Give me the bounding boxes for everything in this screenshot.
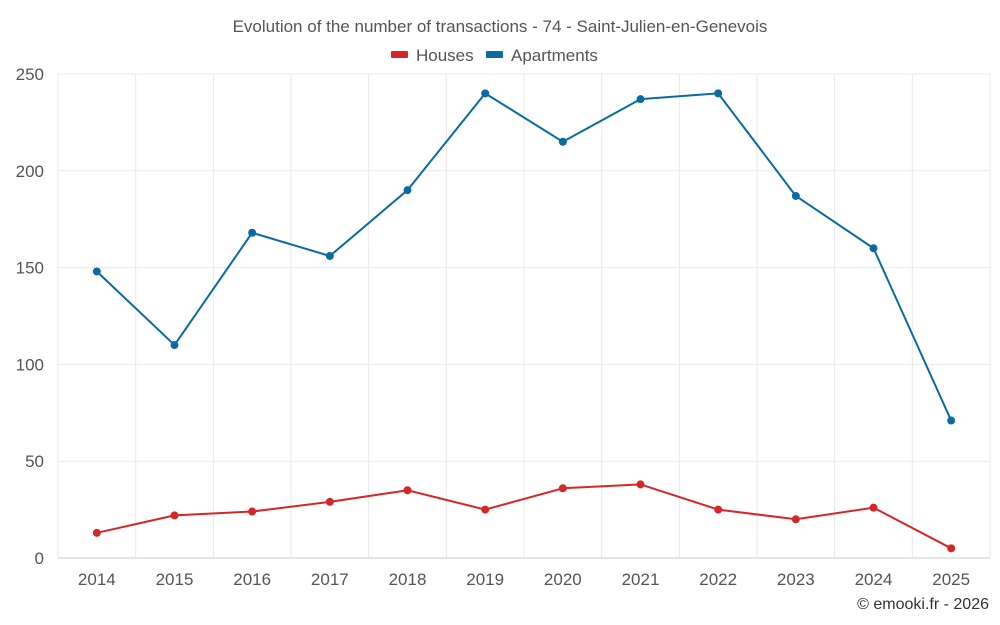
x-tick-label: 2022: [699, 570, 737, 589]
houses-data-point[interactable]: [481, 505, 490, 514]
houses-data-point[interactable]: [636, 480, 645, 489]
x-tick-label: 2015: [156, 570, 194, 589]
y-axis-ticks: 0 50 100 150 200 250: [16, 65, 44, 568]
series-layer: [92, 89, 956, 553]
x-tick-label: 2014: [78, 570, 116, 589]
legend-label-houses[interactable]: Houses: [416, 46, 474, 65]
houses-data-point[interactable]: [403, 486, 412, 495]
x-tick-label: 2016: [233, 570, 271, 589]
x-tick-label: 2019: [466, 570, 504, 589]
apartments-data-point[interactable]: [869, 244, 878, 253]
houses-data-point[interactable]: [947, 544, 956, 553]
apartments-data-point[interactable]: [248, 228, 257, 237]
legend-swatch-apartments[interactable]: [486, 51, 503, 58]
houses-data-point[interactable]: [248, 507, 257, 516]
apartments-data-point[interactable]: [636, 95, 645, 104]
apartments-data-point[interactable]: [403, 186, 412, 195]
apartments-data-point[interactable]: [481, 89, 490, 98]
x-tick-label: 2018: [389, 570, 427, 589]
houses-data-point[interactable]: [791, 515, 800, 524]
x-axis-ticks: 2014 2015 2016 2017 2018 2019 2020 2021 2022 2023…: [78, 570, 970, 589]
houses-data-point[interactable]: [325, 497, 334, 506]
x-tick-label: 2020: [544, 570, 582, 589]
apartments-data-point[interactable]: [947, 416, 956, 425]
houses-data-point[interactable]: [92, 528, 101, 537]
x-tick-label: 2025: [932, 570, 970, 589]
houses-series-line: [96, 483, 952, 550]
legend: Houses Apartments: [391, 46, 598, 65]
apartments-data-point[interactable]: [714, 89, 723, 98]
houses-data-point[interactable]: [170, 511, 179, 520]
houses-data-point[interactable]: [714, 505, 723, 514]
x-tick-label: 2021: [622, 570, 660, 589]
houses-data-point[interactable]: [869, 503, 878, 512]
y-tick-label: 200: [16, 162, 44, 181]
legend-swatch-houses[interactable]: [391, 51, 408, 58]
x-tick-label: 2017: [311, 570, 349, 589]
y-tick-label: 100: [16, 355, 44, 374]
legend-label-apartments[interactable]: Apartments: [511, 46, 598, 65]
y-tick-label: 50: [25, 452, 44, 471]
y-tick-label: 150: [16, 259, 44, 278]
vertical-gridlines: [57, 74, 991, 558]
credit-text: © emooki.fr - 2026: [857, 596, 989, 613]
apartments-series-line: [96, 92, 953, 421]
apartments-data-point[interactable]: [170, 341, 179, 350]
apartments-data-point[interactable]: [558, 137, 567, 146]
y-tick-label: 250: [16, 65, 44, 84]
apartments-data-point[interactable]: [325, 251, 334, 260]
apartments-data-point[interactable]: [92, 267, 101, 276]
apartments-data-point[interactable]: [791, 191, 800, 200]
houses-data-point[interactable]: [558, 484, 567, 493]
chart-title: Evolution of the number of transactions …: [233, 17, 768, 36]
y-tick-label: 0: [35, 549, 44, 568]
x-tick-label: 2023: [777, 570, 815, 589]
x-tick-label: 2024: [855, 570, 893, 589]
horizontal-gridlines: [58, 73, 990, 462]
